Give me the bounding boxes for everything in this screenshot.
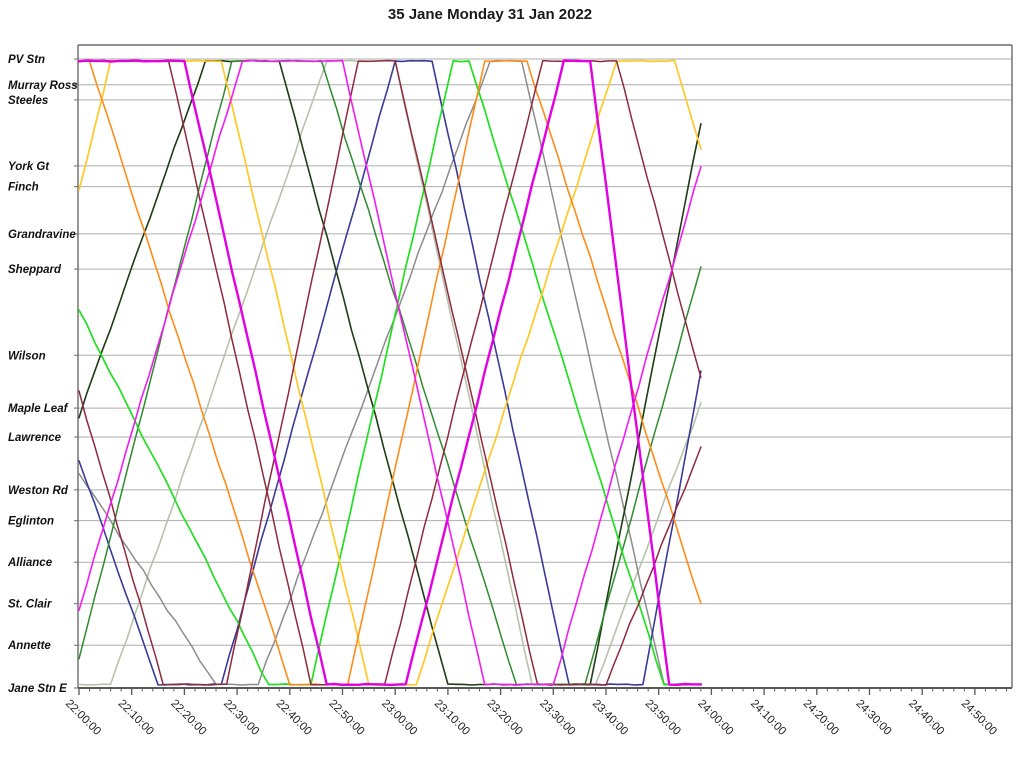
x-tick-label: 23:20:00 (484, 698, 524, 738)
station-label: Jane Stn E (8, 683, 67, 695)
x-tick-label: 24:50:00 (959, 698, 999, 738)
station-label: Sheppard (8, 264, 62, 276)
station-label: Murray Ross (8, 80, 78, 92)
x-tick-label: 23:50:00 (643, 698, 683, 738)
trip-black-green-line (78, 59, 702, 686)
x-tick-label: 22:00:00 (63, 698, 103, 738)
x-tick-label: 23:30:00 (537, 698, 577, 738)
x-tick-label: 23:10:00 (432, 698, 472, 738)
station-label: Finch (8, 182, 39, 194)
station-label: Wilson (8, 350, 46, 362)
station-label: York Gt (8, 161, 50, 173)
x-tick-label: 22:20:00 (168, 698, 208, 738)
x-tick-label: 22:40:00 (274, 698, 314, 738)
x-tick-label: 23:00:00 (379, 698, 419, 738)
x-tick-label: 22:10:00 (116, 698, 156, 738)
station-label: Maple Leaf (8, 403, 69, 415)
trip-bright-green-line (78, 60, 702, 686)
station-label: PV Stn (8, 54, 45, 66)
x-tick-label: 22:50:00 (326, 698, 366, 738)
trip-magenta-2-line (78, 59, 702, 686)
x-tick-label: 23:40:00 (590, 698, 630, 738)
station-label: Alliance (7, 557, 53, 569)
trip-maroon-1-line (78, 59, 702, 686)
trip-maroon-2-line (78, 59, 702, 686)
x-tick-label: 24:30:00 (853, 698, 893, 738)
station-label: Eglinton (8, 516, 54, 528)
x-tick-label: 22:30:00 (221, 698, 261, 738)
station-label: Weston Rd (8, 485, 69, 497)
x-tick-label: 24:10:00 (748, 698, 788, 738)
station-label: Annette (7, 640, 51, 652)
chart-title: 35 Jane Monday 31 Jan 2022 (387, 6, 593, 23)
station-label: St. Clair (8, 599, 52, 611)
trip-orange-line (78, 59, 702, 686)
trip-magenta-1-line (77, 59, 703, 687)
station-label: Steeles (8, 95, 48, 107)
trip-forest-green-line (78, 59, 702, 686)
station-label: Lawrence (8, 432, 62, 444)
x-tick-label: 24:40:00 (906, 698, 946, 738)
station-label: Grandravine (8, 229, 76, 241)
x-tick-label: 24:00:00 (695, 698, 735, 738)
x-tick-label: 24:20:00 (801, 698, 841, 738)
